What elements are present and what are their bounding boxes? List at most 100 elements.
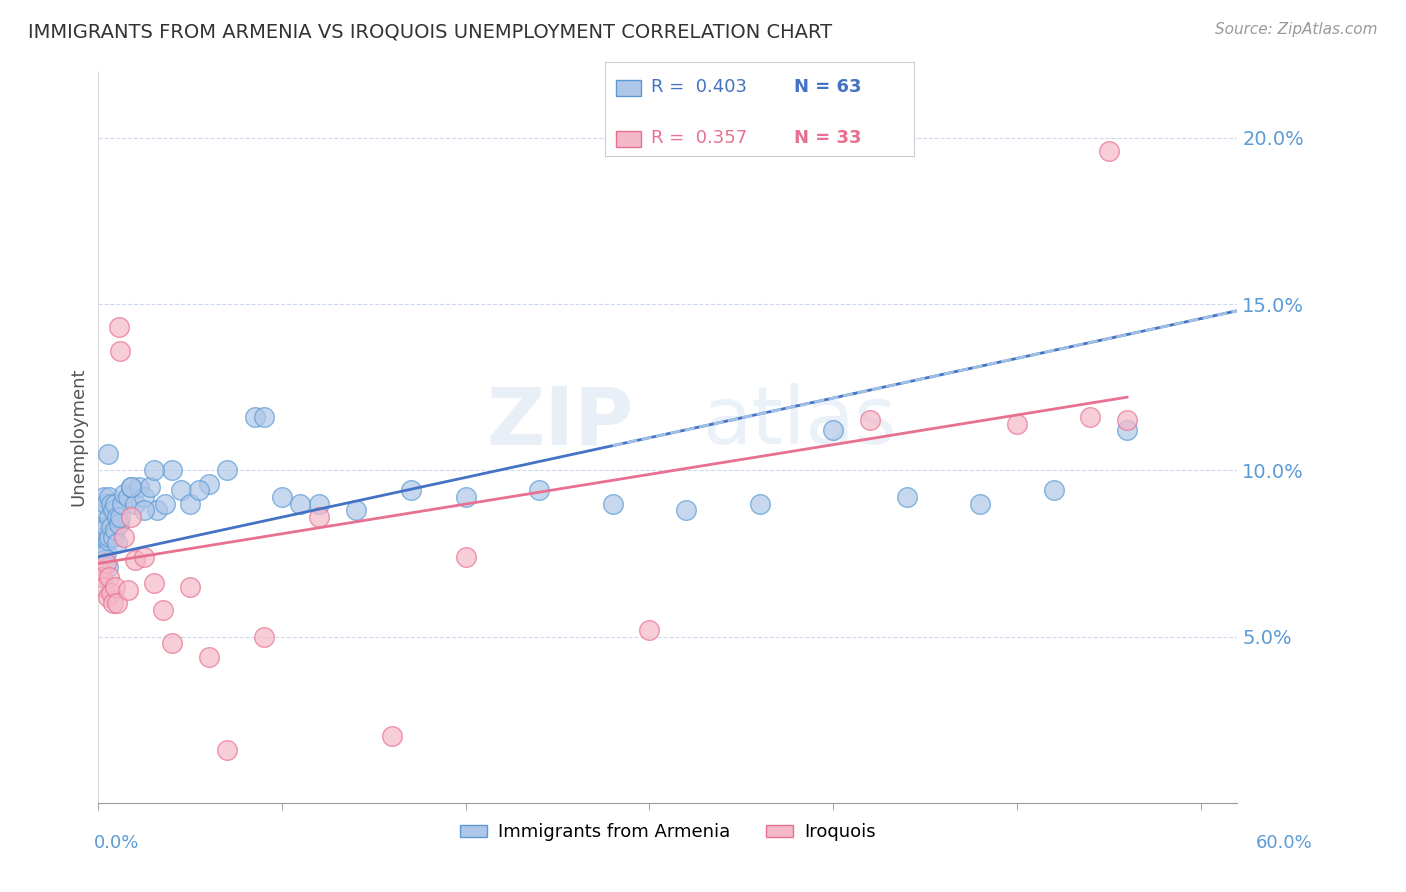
Point [243,410,266,425]
Point [308,497,330,511]
Text: IMMIGRANTS FROM ARMENIA VS IROQUOIS UNEMPLOYMENT CORRELATION CHART: IMMIGRANTS FROM ARMENIA VS IROQUOIS UNEM… [28,22,832,41]
Point [381,729,404,743]
Point [112,530,135,544]
Point [197,649,219,664]
Point [602,497,624,511]
Point [170,483,193,498]
Point [134,490,156,504]
Point [97,559,120,574]
Point [969,497,991,511]
Point [110,509,132,524]
Point [93,490,115,504]
Point [1005,417,1028,431]
Point [111,497,134,511]
Point [101,530,124,544]
Point [104,497,127,511]
Point [1116,413,1139,427]
Point [529,483,551,498]
Legend: Immigrants from Armenia, Iroquois: Immigrants from Armenia, Iroquois [453,816,883,848]
Text: 60.0%: 60.0% [1256,834,1312,852]
Point [179,580,201,594]
Point [93,553,115,567]
Point [93,530,115,544]
Point [107,320,129,334]
Point [107,516,129,531]
Point [121,509,143,524]
Point [124,497,146,511]
Text: Source: ZipAtlas.com: Source: ZipAtlas.com [1215,22,1378,37]
Point [859,413,882,427]
Point [93,503,115,517]
Point [1078,410,1101,425]
Point [104,580,127,594]
Point [290,497,312,511]
Point [454,490,477,504]
Point [105,596,128,610]
Point [142,576,165,591]
Point [308,509,330,524]
Point [344,503,367,517]
Point [110,343,132,358]
Point [896,490,918,504]
Point [153,497,176,511]
Point [104,523,127,537]
Point [134,549,156,564]
Point [101,596,124,610]
Point [100,497,122,511]
Point [139,480,162,494]
Point [100,586,122,600]
Point [97,590,120,604]
Point [1042,483,1064,498]
Point [215,742,238,756]
Point [454,549,477,564]
Point [399,483,422,498]
Text: ZIP: ZIP [486,384,634,461]
Point [89,546,111,560]
Point [91,523,114,537]
Point [253,410,276,425]
Point [91,570,114,584]
Point [823,424,845,438]
Point [1098,144,1121,158]
Point [98,509,121,524]
Point [215,463,238,477]
Point [142,463,165,477]
Point [124,553,146,567]
Point [121,480,143,494]
Text: R =  0.403: R = 0.403 [651,78,747,96]
Point [94,546,117,560]
Point [271,490,294,504]
Point [146,503,169,517]
Point [94,497,117,511]
Text: N = 63: N = 63 [794,78,862,96]
Point [160,463,183,477]
Point [197,476,219,491]
Point [117,582,139,597]
Point [101,503,124,517]
Point [97,533,120,548]
Point [100,520,122,534]
Text: atlas: atlas [702,384,897,461]
Point [1116,424,1139,438]
Point [98,490,121,504]
Point [188,483,211,498]
Point [121,480,143,494]
Point [179,497,201,511]
Point [105,536,128,550]
Point [91,570,114,584]
Point [89,563,111,577]
Text: R =  0.357: R = 0.357 [651,129,747,147]
Point [134,503,156,517]
Point [97,447,120,461]
Point [91,546,114,560]
Point [160,636,183,650]
Point [94,520,117,534]
Text: 0.0%: 0.0% [94,834,139,852]
Y-axis label: Unemployment: Unemployment [69,368,87,507]
Point [105,509,128,524]
Point [253,630,276,644]
Point [112,486,135,500]
Point [93,580,115,594]
Point [638,623,661,637]
Point [128,480,150,494]
